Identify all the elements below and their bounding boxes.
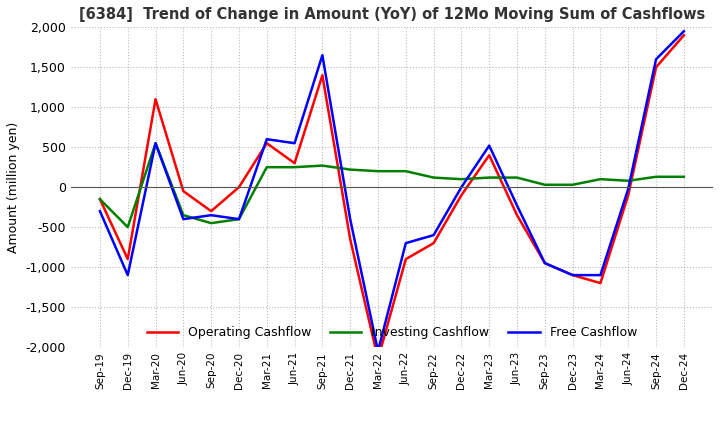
Investing Cashflow [485, 175, 493, 180]
Free Cashflow [457, 184, 466, 190]
Investing Cashflow [179, 213, 188, 218]
Investing Cashflow [374, 169, 382, 174]
Free Cashflow [290, 140, 299, 146]
Legend: Operating Cashflow, Investing Cashflow, Free Cashflow: Operating Cashflow, Investing Cashflow, … [142, 321, 642, 344]
Operating Cashflow [680, 33, 688, 38]
Free Cashflow [374, 348, 382, 354]
Investing Cashflow [346, 167, 354, 172]
Operating Cashflow [207, 209, 215, 214]
Operating Cashflow [318, 73, 327, 78]
Free Cashflow [680, 29, 688, 34]
Investing Cashflow [151, 140, 160, 146]
Free Cashflow [96, 209, 104, 214]
Free Cashflow [652, 57, 660, 62]
Investing Cashflow [235, 216, 243, 222]
Operating Cashflow [374, 356, 382, 362]
Free Cashflow [513, 203, 521, 208]
Operating Cashflow [96, 197, 104, 202]
Free Cashflow [402, 241, 410, 246]
Investing Cashflow [123, 224, 132, 230]
Investing Cashflow [290, 165, 299, 170]
Investing Cashflow [541, 182, 549, 187]
Free Cashflow [235, 216, 243, 222]
Free Cashflow [596, 272, 605, 278]
Investing Cashflow [568, 182, 577, 187]
Line: Investing Cashflow: Investing Cashflow [100, 143, 684, 227]
Operating Cashflow [429, 241, 438, 246]
Operating Cashflow [235, 184, 243, 190]
Operating Cashflow [568, 272, 577, 278]
Line: Free Cashflow: Free Cashflow [100, 31, 684, 351]
Operating Cashflow [290, 161, 299, 166]
Investing Cashflow [263, 165, 271, 170]
Title: [6384]  Trend of Change in Amount (YoY) of 12Mo Moving Sum of Cashflows: [6384] Trend of Change in Amount (YoY) o… [78, 7, 705, 22]
Free Cashflow [318, 53, 327, 58]
Operating Cashflow [652, 65, 660, 70]
Operating Cashflow [541, 260, 549, 266]
Operating Cashflow [402, 257, 410, 262]
Investing Cashflow [624, 178, 633, 183]
Free Cashflow [429, 232, 438, 238]
Operating Cashflow [457, 193, 466, 198]
Operating Cashflow [485, 153, 493, 158]
Operating Cashflow [346, 236, 354, 242]
Free Cashflow [485, 143, 493, 148]
Operating Cashflow [263, 140, 271, 146]
Free Cashflow [263, 136, 271, 142]
Investing Cashflow [402, 169, 410, 174]
Free Cashflow [123, 272, 132, 278]
Investing Cashflow [429, 175, 438, 180]
Investing Cashflow [596, 176, 605, 182]
Investing Cashflow [680, 174, 688, 180]
Free Cashflow [179, 216, 188, 222]
Investing Cashflow [513, 175, 521, 180]
Investing Cashflow [457, 176, 466, 182]
Free Cashflow [151, 140, 160, 146]
Free Cashflow [541, 260, 549, 266]
Free Cashflow [346, 216, 354, 222]
Operating Cashflow [624, 193, 633, 198]
Line: Operating Cashflow: Operating Cashflow [100, 35, 684, 359]
Investing Cashflow [652, 174, 660, 180]
Operating Cashflow [123, 257, 132, 262]
Operating Cashflow [513, 213, 521, 218]
Operating Cashflow [151, 97, 160, 102]
Operating Cashflow [179, 188, 188, 194]
Free Cashflow [568, 272, 577, 278]
Y-axis label: Amount (million yen): Amount (million yen) [7, 121, 20, 253]
Operating Cashflow [596, 280, 605, 286]
Investing Cashflow [207, 220, 215, 226]
Free Cashflow [624, 186, 633, 191]
Free Cashflow [207, 213, 215, 218]
Investing Cashflow [318, 163, 327, 168]
Investing Cashflow [96, 197, 104, 202]
